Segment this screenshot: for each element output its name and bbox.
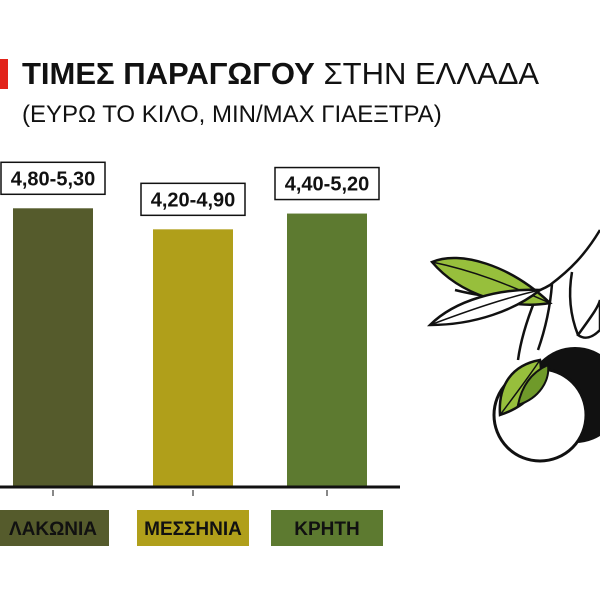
value-label-3: 4,40-5,20 xyxy=(285,174,370,196)
title-accent-bar xyxy=(0,59,8,89)
chart-title-bold: ΤΙΜΕΣ ΠΑΡΑΓΩΓΟΥ xyxy=(22,56,315,91)
category-label-2: ΜΕΣΣΗΝΙΑ xyxy=(144,519,242,540)
value-label-box-2 xyxy=(140,182,246,217)
bar-2 xyxy=(153,229,233,488)
category-label-box-2 xyxy=(137,510,249,546)
bar-1 xyxy=(13,208,93,488)
x-axis-ticks xyxy=(52,490,328,496)
value-label-box-3 xyxy=(274,166,380,201)
value-label-1: 4,80-5,30 xyxy=(11,168,96,190)
bar-3 xyxy=(287,213,367,487)
chart-title-rest: ΣΤΗΝ ΕΛΛΑΔΑ xyxy=(314,56,540,91)
bars-group xyxy=(13,208,367,488)
category-label-1: ΛΑΚΩΝΙΑ xyxy=(9,519,97,540)
chart-title: ΤΙΜΕΣ ΠΑΡΑΓΩΓΟΥ ΣΤΗΝ ΕΛΛΑΔΑ xyxy=(22,55,539,93)
category-label-box-3 xyxy=(271,510,383,546)
value-label-2: 4,20-4,90 xyxy=(151,189,236,211)
category-label-box-1 xyxy=(0,510,109,546)
chart-subtitle: (ΕΥΡΩ ΤΟ ΚΙΛΟ, MIN/MAX ΓΙΑΕΞΤΡΑ) xyxy=(22,101,442,128)
category-labels-group: ΛΑΚΩΝΙΑ ΜΕΣΣΗΝΙΑ ΚΡΗΤΗ xyxy=(0,510,383,546)
olive-branch-icon xyxy=(426,229,600,463)
value-labels-group: 4,80-5,30 4,20-4,90 4,40-5,20 xyxy=(0,161,380,217)
value-label-box-1 xyxy=(0,161,106,196)
category-label-3: ΚΡΗΤΗ xyxy=(294,519,359,540)
